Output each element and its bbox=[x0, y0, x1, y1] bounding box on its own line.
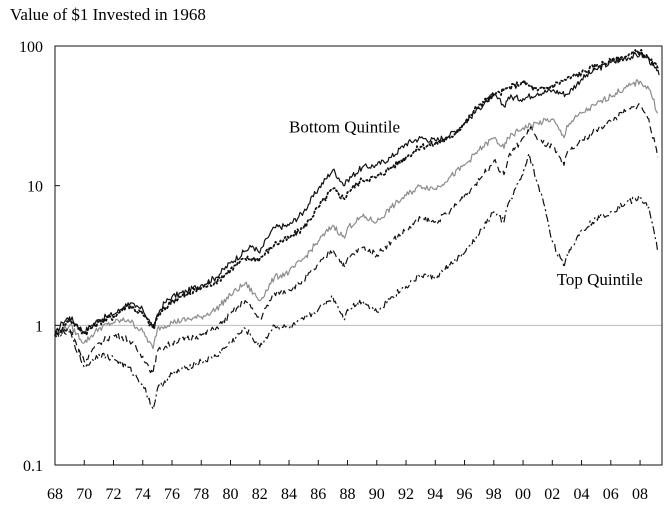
series-line-solid bbox=[55, 79, 659, 350]
series-line-dotted bbox=[54, 48, 659, 338]
x-tick-label: 88 bbox=[340, 486, 356, 503]
x-tick-label: 02 bbox=[544, 486, 560, 503]
series-line-dashdot bbox=[54, 152, 659, 410]
y-axis-ticks: 0.1 1 10 100 bbox=[19, 39, 60, 475]
y-tick-label: 0.1 bbox=[23, 458, 43, 475]
x-tick-label: 76 bbox=[164, 486, 180, 503]
plot-frame bbox=[54, 45, 663, 466]
y-tick-label: 10 bbox=[27, 179, 43, 196]
x-tick-label: 08 bbox=[632, 486, 648, 503]
x-tick-label: 94 bbox=[427, 486, 443, 503]
x-tick-label: 82 bbox=[252, 486, 268, 503]
series-line-dashed bbox=[54, 103, 659, 375]
x-tick-label: 86 bbox=[310, 486, 326, 503]
annotation-label: Bottom Quintile bbox=[289, 118, 400, 137]
x-tick-label: 84 bbox=[281, 486, 297, 503]
x-tick-label: 72 bbox=[106, 486, 122, 503]
x-axis-ticks: 68 70 72 74 76 78 80 82 84 86 88 90 92 94 96 98 00 02 04 06… bbox=[47, 460, 648, 503]
x-tick-label: 74 bbox=[135, 486, 151, 503]
x-tick-label: 00 bbox=[515, 486, 531, 503]
x-tick-label: 68 bbox=[47, 486, 63, 503]
x-tick-label: 80 bbox=[223, 486, 239, 503]
annotation-label: Top Quintile bbox=[557, 270, 643, 289]
x-tick-label: 96 bbox=[457, 486, 473, 503]
x-tick-label: 78 bbox=[193, 486, 209, 503]
series-line-solid bbox=[54, 51, 660, 336]
y-tick-label: 100 bbox=[19, 39, 43, 56]
annotation-layer: Bottom Quintile Top Quintile bbox=[289, 118, 643, 289]
series-layer bbox=[54, 48, 660, 410]
x-tick-label: 06 bbox=[603, 486, 619, 503]
x-tick-label: 90 bbox=[369, 486, 385, 503]
x-tick-label: 98 bbox=[486, 486, 502, 503]
chart-title: Value of $1 Invested in 1968 bbox=[10, 5, 206, 24]
x-tick-label: 04 bbox=[574, 486, 590, 503]
x-tick-label: 70 bbox=[76, 486, 92, 503]
x-tick-label: 92 bbox=[398, 486, 414, 503]
y-tick-label: 1 bbox=[35, 318, 43, 335]
